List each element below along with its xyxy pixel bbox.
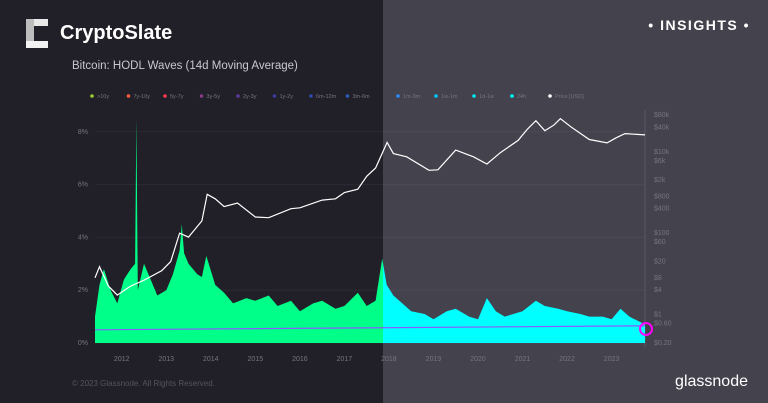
legend-marker: [345, 94, 350, 98]
x-tick-label: 2018: [381, 356, 397, 363]
chart-title: Bitcoin: HODL Waves (14d Moving Average): [72, 60, 298, 72]
y-left-tick-label: 6%: [78, 182, 88, 189]
cryptoslate-logo-icon: [26, 19, 48, 48]
area-24h-pre-2018: [95, 118, 383, 343]
y-right-tick-label: $0.20: [654, 340, 672, 347]
legend-marker: [434, 94, 438, 98]
legend-marker: [236, 94, 240, 98]
y-right-tick-label: $20: [654, 259, 666, 266]
y-right-tick-label: $4: [654, 287, 662, 294]
x-tick-label: 2013: [158, 356, 174, 363]
legend-marker: [126, 94, 131, 98]
highlight-circle: [639, 322, 653, 336]
y-right-tick-label: $400: [654, 206, 670, 213]
legend-marker: [90, 94, 94, 98]
legend-label: 1w-1m: [441, 94, 458, 100]
legend-label: 6m-12m: [316, 94, 337, 100]
y-right-tick-label: $40k: [654, 124, 670, 131]
legend-label: 3y-5y: [207, 94, 221, 100]
legend-label: 5y-7y: [170, 94, 184, 100]
legend-marker: [510, 94, 514, 98]
legend-marker: [199, 94, 204, 98]
y-right-tick-label: $60: [654, 239, 666, 246]
baseline-series-line: [94, 325, 646, 331]
legend-label: Price [USD]: [555, 94, 584, 100]
legend-label: >10y: [97, 94, 109, 100]
area-24h-post-2018: [383, 263, 645, 343]
insights-badge: • INSIGHTS •: [648, 17, 750, 33]
x-tick-label: 2020: [470, 356, 486, 363]
copyright-text: © 2023 Glassnode. All Rights Reserved.: [72, 379, 215, 388]
legend-marker: [472, 94, 476, 98]
y-right-tick-label: $1: [654, 312, 662, 319]
y-right-tick-label: $8: [654, 275, 662, 282]
legend-label: 3m-6m: [353, 94, 371, 100]
y-left-tick-label: 8%: [78, 129, 88, 136]
legend-marker: [272, 94, 277, 98]
x-tick-label: 2016: [292, 356, 308, 363]
x-tick-label: 2021: [515, 356, 531, 363]
y-right-tick-label: $6k: [654, 158, 666, 165]
legend-marker: [548, 94, 552, 98]
legend-label: 1d-1w: [479, 94, 494, 100]
y-right-tick-label: $2k: [654, 177, 666, 184]
legend-label: 1y-2y: [280, 94, 294, 100]
y-right-tick-label: $0.60: [654, 321, 672, 328]
x-tick-label: 2023: [604, 356, 620, 363]
x-tick-label: 2014: [203, 356, 219, 363]
y-right-tick-label: $10k: [654, 149, 670, 156]
x-tick-label: 2022: [559, 356, 575, 363]
legend-marker: [163, 94, 167, 98]
legend-label: 1m-3m: [403, 94, 421, 100]
legend-marker: [309, 94, 313, 98]
legend-marker: [396, 94, 400, 98]
y-right-tick-label: $800: [654, 193, 670, 200]
glassnode-logo: glassnode: [675, 373, 748, 390]
x-tick-label: 2012: [114, 356, 130, 363]
y-right-tick-label: $80k: [654, 112, 670, 119]
brand-name: CryptoSlate: [60, 22, 173, 44]
cryptoslate-logo: CryptoSlate: [26, 19, 172, 48]
price-line: [94, 117, 646, 296]
x-tick-label: 2015: [248, 356, 264, 363]
x-tick-label: 2019: [426, 356, 442, 363]
y-left-tick-label: 0%: [78, 340, 88, 347]
y-left-tick-label: 4%: [78, 234, 88, 241]
x-tick-label: 2017: [337, 356, 353, 363]
legend-label: 24h: [517, 94, 526, 100]
legend-label: 2y-3y: [243, 94, 257, 100]
legend-label: 7y-10y: [134, 94, 151, 100]
y-right-tick-label: $100: [654, 230, 670, 237]
y-left-tick-label: 2%: [78, 287, 88, 294]
